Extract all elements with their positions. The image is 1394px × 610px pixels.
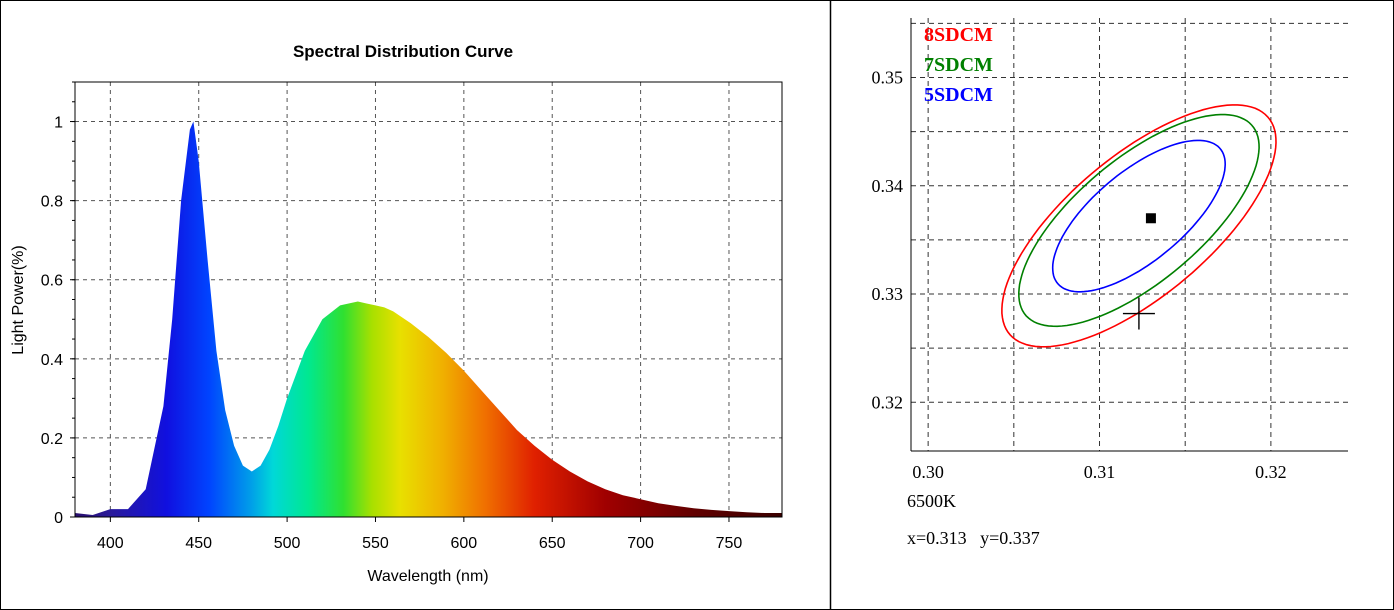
cie-y-ticks: 0.32 0.33 0.34 0.35 bbox=[872, 68, 904, 413]
spectral-x-tick-label: 600 bbox=[450, 535, 477, 552]
cie-x-tick-label: 0.30 bbox=[912, 462, 944, 482]
spectral-x-tick-label: 750 bbox=[716, 535, 743, 552]
spectral-x-tick-label: 550 bbox=[362, 535, 389, 552]
spectral-y-tick-label: 0 bbox=[54, 510, 63, 527]
spectral-x-tick-label: 400 bbox=[97, 535, 124, 552]
spectral-chart: Spectral Distribution Curve 400 450 500 550… bbox=[10, 42, 782, 585]
cie-plot-bg bbox=[911, 18, 1348, 451]
spectral-x-axis-label: Wavelength (nm) bbox=[367, 568, 488, 585]
legend-5sdcm: 5SDCM bbox=[924, 84, 993, 106]
spectral-y-tick-label: 0.4 bbox=[41, 352, 63, 369]
cie-y-tick-label: 0.34 bbox=[872, 176, 904, 196]
measured-point bbox=[1146, 213, 1156, 223]
spectral-x-tick-label: 650 bbox=[539, 535, 566, 552]
spectral-y-axis-label: Light Power(%) bbox=[10, 245, 27, 354]
spectral-x-ticks: 400 450 500 550 600 650 700 750 bbox=[97, 517, 742, 552]
spectral-chart-title: Spectral Distribution Curve bbox=[293, 42, 513, 61]
cct-label: 6500K bbox=[907, 491, 956, 511]
cie-x-tick-label: 0.32 bbox=[1255, 462, 1287, 482]
cie-x-tick-label: 0.31 bbox=[1084, 462, 1116, 482]
cie-x-ticks: 0.30 0.31 0.32 bbox=[912, 462, 1286, 482]
spectral-area bbox=[75, 122, 782, 518]
legend-8sdcm: 8SDCM bbox=[924, 24, 993, 46]
spectral-y-tick-label: 0.8 bbox=[41, 194, 63, 211]
spectral-y-tick-label: 0.6 bbox=[41, 273, 63, 290]
spectral-y-ticks: 0 0.2 0.4 0.6 0.8 1 bbox=[41, 82, 75, 527]
spectral-x-tick-label: 500 bbox=[274, 535, 301, 552]
cie-chart: 0.30 0.31 0.32 0.32 0.33 0.34 0.35 8SDCM 7SDCM… bbox=[872, 18, 1349, 548]
cie-y-tick-label: 0.35 bbox=[872, 68, 904, 88]
spectral-x-tick-label: 450 bbox=[185, 535, 212, 552]
cie-legend: 8SDCM 7SDCM 5SDCM bbox=[924, 24, 993, 106]
spectral-x-tick-label: 700 bbox=[627, 535, 654, 552]
chromaticity-coordinates: x=0.313 y=0.337 bbox=[907, 528, 1040, 548]
cie-y-tick-label: 0.33 bbox=[872, 284, 904, 304]
legend-7sdcm: 7SDCM bbox=[924, 54, 993, 76]
spectral-y-tick-label: 0.2 bbox=[41, 431, 63, 448]
spectral-y-tick-label: 1 bbox=[54, 115, 63, 132]
cie-y-tick-label: 0.32 bbox=[872, 392, 904, 412]
